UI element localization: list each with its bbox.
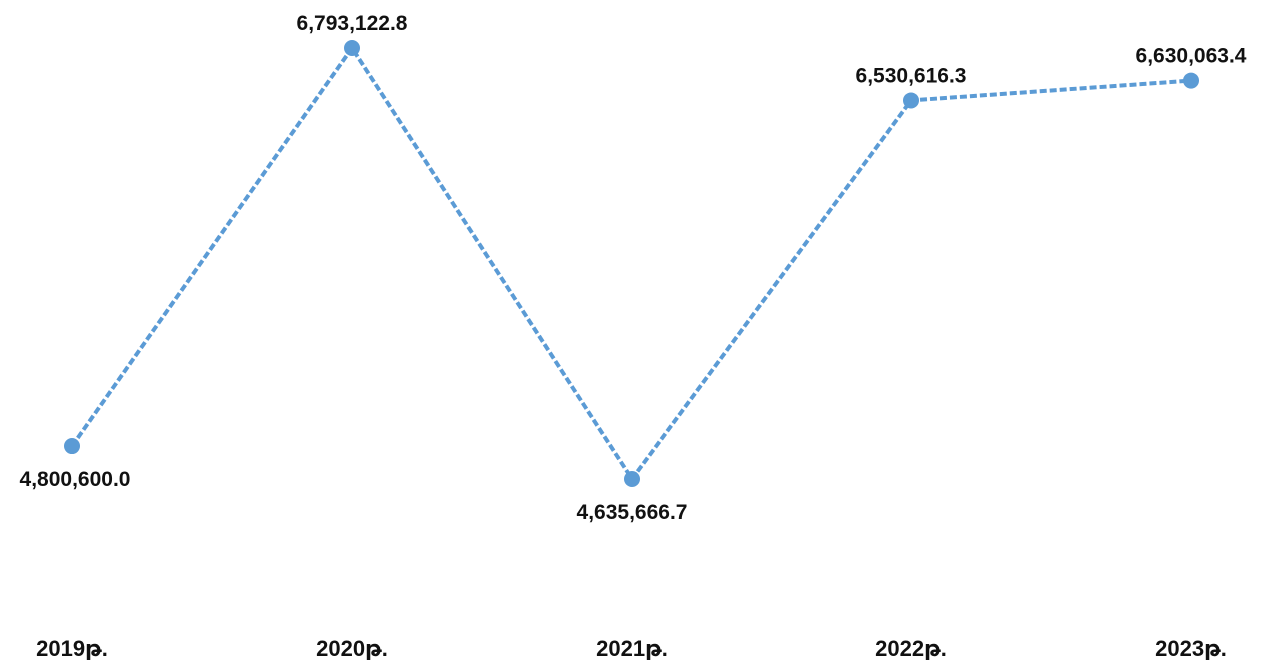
data-label-layer: 4,800,600.0 6,793,122.8 4,635,666.7 6,530,6… (20, 12, 1247, 524)
x-tick-label-2: 2021թ. (596, 636, 668, 660)
data-label-1: 6,793,122.8 (297, 12, 408, 35)
data-point-2 (624, 471, 640, 487)
data-label-4: 6,630,063.4 (1136, 45, 1247, 68)
x-tick-label-3: 2022թ. (875, 636, 947, 660)
data-point-4 (1183, 72, 1199, 89)
data-point-3 (903, 92, 919, 109)
x-tick-label-1: 2020թ. (316, 636, 388, 660)
series-line (70, 46, 1192, 481)
x-tick-label-0: 2019թ. (36, 636, 108, 660)
data-point-0 (64, 438, 80, 455)
data-label-2: 4,635,666.7 (577, 501, 688, 524)
x-axis-tick-layer: 2019թ. 2020թ. 2021թ. 2022թ. 2023թ. (36, 636, 1227, 660)
marker-layer (64, 40, 1199, 487)
series-layer (70, 46, 1192, 481)
data-label-3: 6,530,616.3 (856, 64, 967, 87)
data-point-1 (344, 40, 360, 56)
data-label-0: 4,800,600.0 (20, 468, 131, 491)
x-tick-label-4: 2023թ. (1155, 636, 1227, 660)
